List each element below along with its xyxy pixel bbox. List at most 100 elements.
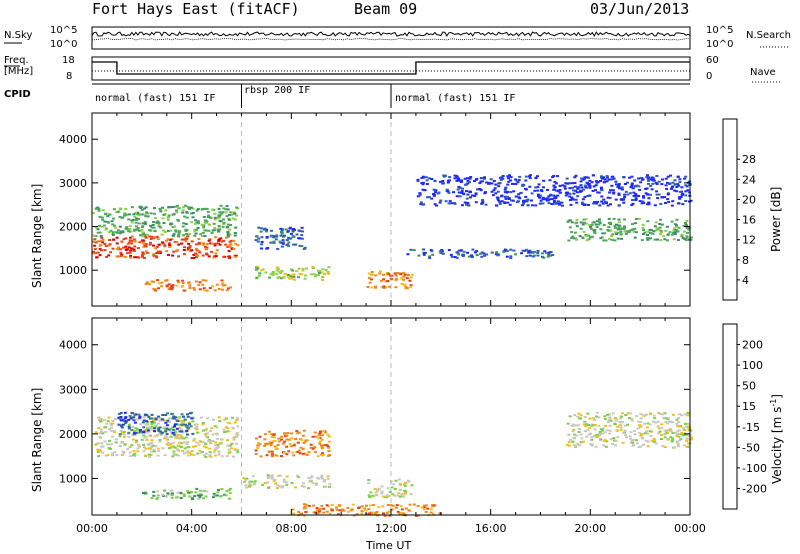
data-cell [641, 223, 645, 226]
data-cell [518, 197, 522, 200]
data-cell [681, 203, 685, 206]
data-cell [500, 200, 504, 203]
data-cell [400, 508, 404, 511]
data-cell [206, 436, 210, 439]
data-cell [178, 426, 182, 429]
data-cell [497, 199, 501, 202]
data-cell [298, 237, 302, 240]
data-cell [134, 218, 138, 221]
data-cell [526, 204, 530, 207]
data-cell [658, 226, 662, 229]
data-cell [127, 427, 131, 430]
data-cell [177, 255, 180, 258]
data-cell [154, 445, 158, 447]
data-cell [594, 184, 598, 187]
data-cell [579, 227, 583, 230]
data-cell [313, 446, 317, 449]
data-cell [321, 434, 324, 437]
data-cell [166, 493, 170, 496]
data-cell [92, 212, 95, 215]
beam-title: Beam 09 [354, 0, 418, 18]
data-cell [106, 454, 110, 457]
data-cell [157, 282, 161, 285]
data-cell [160, 418, 164, 421]
data-cell [368, 496, 372, 499]
data-cell [663, 446, 667, 449]
data-cell [285, 239, 289, 242]
data-cell [318, 432, 322, 435]
data-cell [638, 431, 642, 434]
data-cell [203, 207, 207, 210]
data-cell [96, 206, 100, 209]
data-cell [561, 184, 565, 187]
data-cell [404, 287, 408, 290]
data-cell [615, 223, 619, 226]
data-cell [166, 419, 170, 422]
data-cell [617, 192, 621, 195]
data-cell [664, 417, 668, 420]
data-cell [635, 194, 639, 197]
data-cell [614, 198, 618, 201]
data-cell [161, 217, 165, 220]
data-cell [171, 213, 175, 216]
data-cell [426, 196, 429, 199]
data-cell [224, 426, 228, 429]
data-cell [663, 436, 667, 439]
data-cell [151, 224, 155, 226]
xtick-label: 00:00 [674, 522, 706, 535]
data-cell [128, 239, 132, 242]
data-cell [117, 417, 120, 420]
data-cell [138, 415, 142, 418]
data-cell [185, 229, 189, 232]
freq-trace [92, 61, 690, 75]
data-cell [176, 491, 180, 494]
data-cell [157, 428, 161, 431]
data-cell [631, 441, 635, 444]
data-cell [152, 450, 156, 453]
data-cell [574, 189, 577, 192]
nave-label: Nave [750, 67, 776, 78]
data-cell [146, 215, 150, 218]
data-cell [93, 244, 97, 247]
data-cell [201, 422, 205, 424]
data-cell [223, 431, 226, 434]
data-cell [220, 240, 224, 243]
data-cell [227, 250, 231, 253]
data-cell [419, 201, 423, 204]
data-cell [385, 273, 389, 276]
data-cell [433, 203, 437, 206]
data-cell [522, 200, 526, 203]
data-cell [670, 220, 674, 223]
data-cell [297, 267, 301, 270]
data-cell [112, 238, 116, 241]
data-cell [350, 508, 354, 511]
data-cell [191, 420, 195, 423]
data-cell [207, 439, 211, 441]
data-cell [290, 482, 294, 485]
data-cell [551, 254, 555, 256]
data-cell [133, 212, 137, 214]
data-cell [393, 272, 397, 275]
data-cell [466, 193, 470, 196]
data-cell [195, 256, 198, 258]
data-cell [579, 441, 583, 444]
data-cell [607, 217, 611, 220]
data-cell [227, 430, 231, 433]
data-cell [400, 512, 404, 514]
data-cell [303, 505, 307, 508]
data-cell [288, 277, 292, 280]
data-cell [558, 189, 562, 191]
data-cell [570, 425, 574, 427]
data-cell [226, 245, 230, 248]
data-cell [182, 415, 185, 418]
xtick-label: 00:00 [76, 522, 108, 535]
data-cell [281, 228, 285, 231]
data-cell [179, 437, 183, 440]
data-cell [382, 512, 385, 515]
data-cell [575, 191, 579, 194]
data-cell [142, 434, 146, 437]
colorbar-tick-label: 12 [742, 234, 756, 247]
data-cell [226, 427, 230, 430]
data-cell [141, 255, 145, 258]
data-cell [579, 180, 583, 183]
